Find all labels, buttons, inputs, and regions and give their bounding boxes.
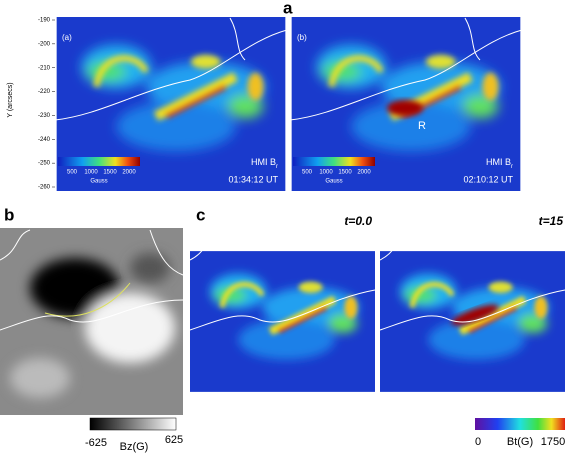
y-axis-label: Y (arcsecs) [7,82,14,117]
colorbar-tick: 2000 [357,170,371,176]
colorbar-unit: Gauss [325,179,342,185]
y-tick-label: -210 [38,65,51,71]
panel-label: a [283,0,293,17]
image-tag: (b) [297,33,307,42]
panel-label: c [196,205,205,224]
colorbar-unit: Bt(G) [507,436,533,448]
image-panel: (b) R 500 1000 1500 2000 Gauss HMI Br 02:10… [289,17,523,191]
colorbar-tick: 1000 [84,170,98,176]
image-panel: (a) 500 1000 1500 2000 Gauss HMI Br 01:34:1… [54,17,288,191]
image-tag: (a) [62,33,72,42]
colorbar-tick: 500 [302,170,313,176]
y-tick-label: -200 [38,41,51,47]
y-tick-label: -230 [38,113,51,119]
colorbar [293,157,375,166]
y-tick-label: -250 [38,161,51,167]
colorbar-min: -625 [85,437,107,449]
y-tick-label: -190 [38,18,51,24]
image-panel [189,229,376,392]
colorbar [58,157,140,166]
panel-label: b [4,205,14,224]
time-label: t=15 [539,214,564,228]
instrument: HMI Br [486,157,513,169]
colorbar [89,417,177,431]
colorbar-min: 0 [475,436,481,448]
colorbar-unit: Gauss [90,179,107,185]
colorbar-tick: 1000 [319,170,333,176]
y-tick-label: -260 [38,185,51,191]
image-panel [0,228,184,415]
time: 01:34:12 UT [228,174,278,184]
region-marker: R [418,120,426,132]
instrument: HMI Br [251,157,278,169]
colorbar-tick: 1500 [103,170,117,176]
colorbar-max: 625 [165,434,183,446]
colorbar-tick: 1500 [338,170,352,176]
colorbar-tick: 2000 [122,170,136,176]
time-label: t=0.0 [344,214,372,228]
colorbar-unit: Bz(G) [120,441,149,453]
image-panel [379,229,566,392]
y-tick-label: -220 [38,89,51,95]
colorbar [475,418,565,430]
colorbar-max: 1750 [541,436,565,448]
y-tick-label: -240 [38,137,51,143]
time: 02:10:12 UT [463,174,513,184]
colorbar-tick: 500 [67,170,78,176]
